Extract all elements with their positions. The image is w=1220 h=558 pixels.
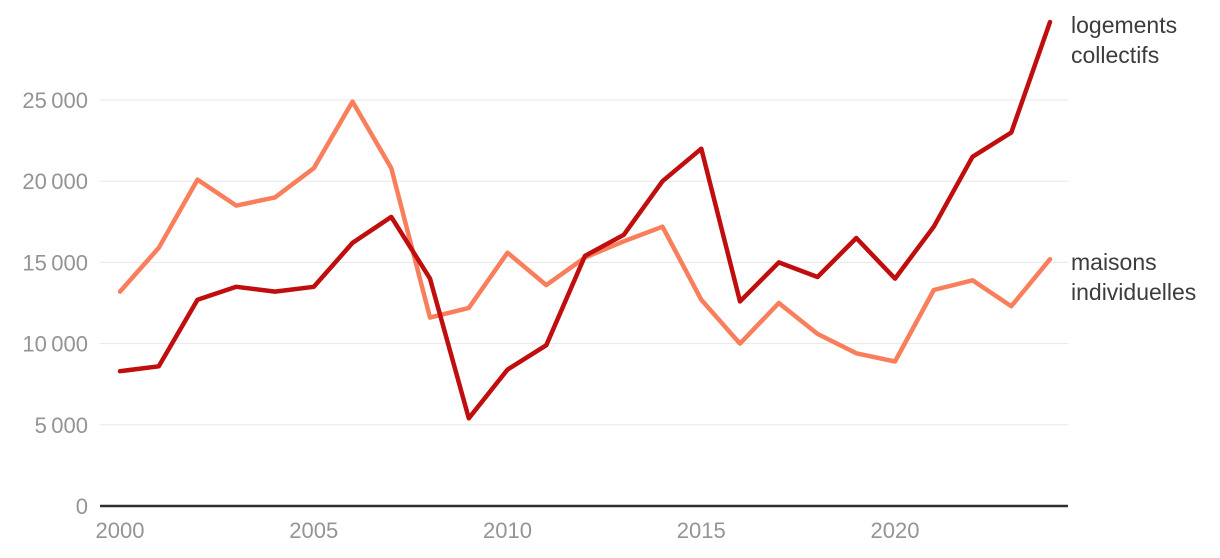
y-tick-label: 0 <box>76 494 88 519</box>
x-tick-label: 2005 <box>289 518 338 543</box>
x-tick-label: 2010 <box>483 518 532 543</box>
series-line-maisons-individuelles <box>117 99 1053 364</box>
legend-logements-collectifs: logements collectifs <box>1071 10 1177 70</box>
series-line-logements-collectifs <box>117 19 1053 421</box>
legend-label-line: logements <box>1071 12 1178 38</box>
x-tick-label: 2000 <box>96 518 145 543</box>
legend-label-line: individuelles <box>1071 279 1197 305</box>
legend-label-line: collectifs <box>1071 42 1160 68</box>
y-tick-label: 5 000 <box>35 413 88 438</box>
y-tick-label: 10 000 <box>22 332 88 357</box>
x-tick-label: 2015 <box>677 518 726 543</box>
y-tick-label: 15 000 <box>22 250 88 275</box>
y-tick-label: 20 000 <box>22 169 88 194</box>
legend-label-line: maisons <box>1071 249 1157 275</box>
y-tick-label: 25 000 <box>22 88 88 113</box>
x-tick-label: 2020 <box>871 518 920 543</box>
legend-maisons-individuelles: maisons individuelles <box>1071 247 1196 307</box>
